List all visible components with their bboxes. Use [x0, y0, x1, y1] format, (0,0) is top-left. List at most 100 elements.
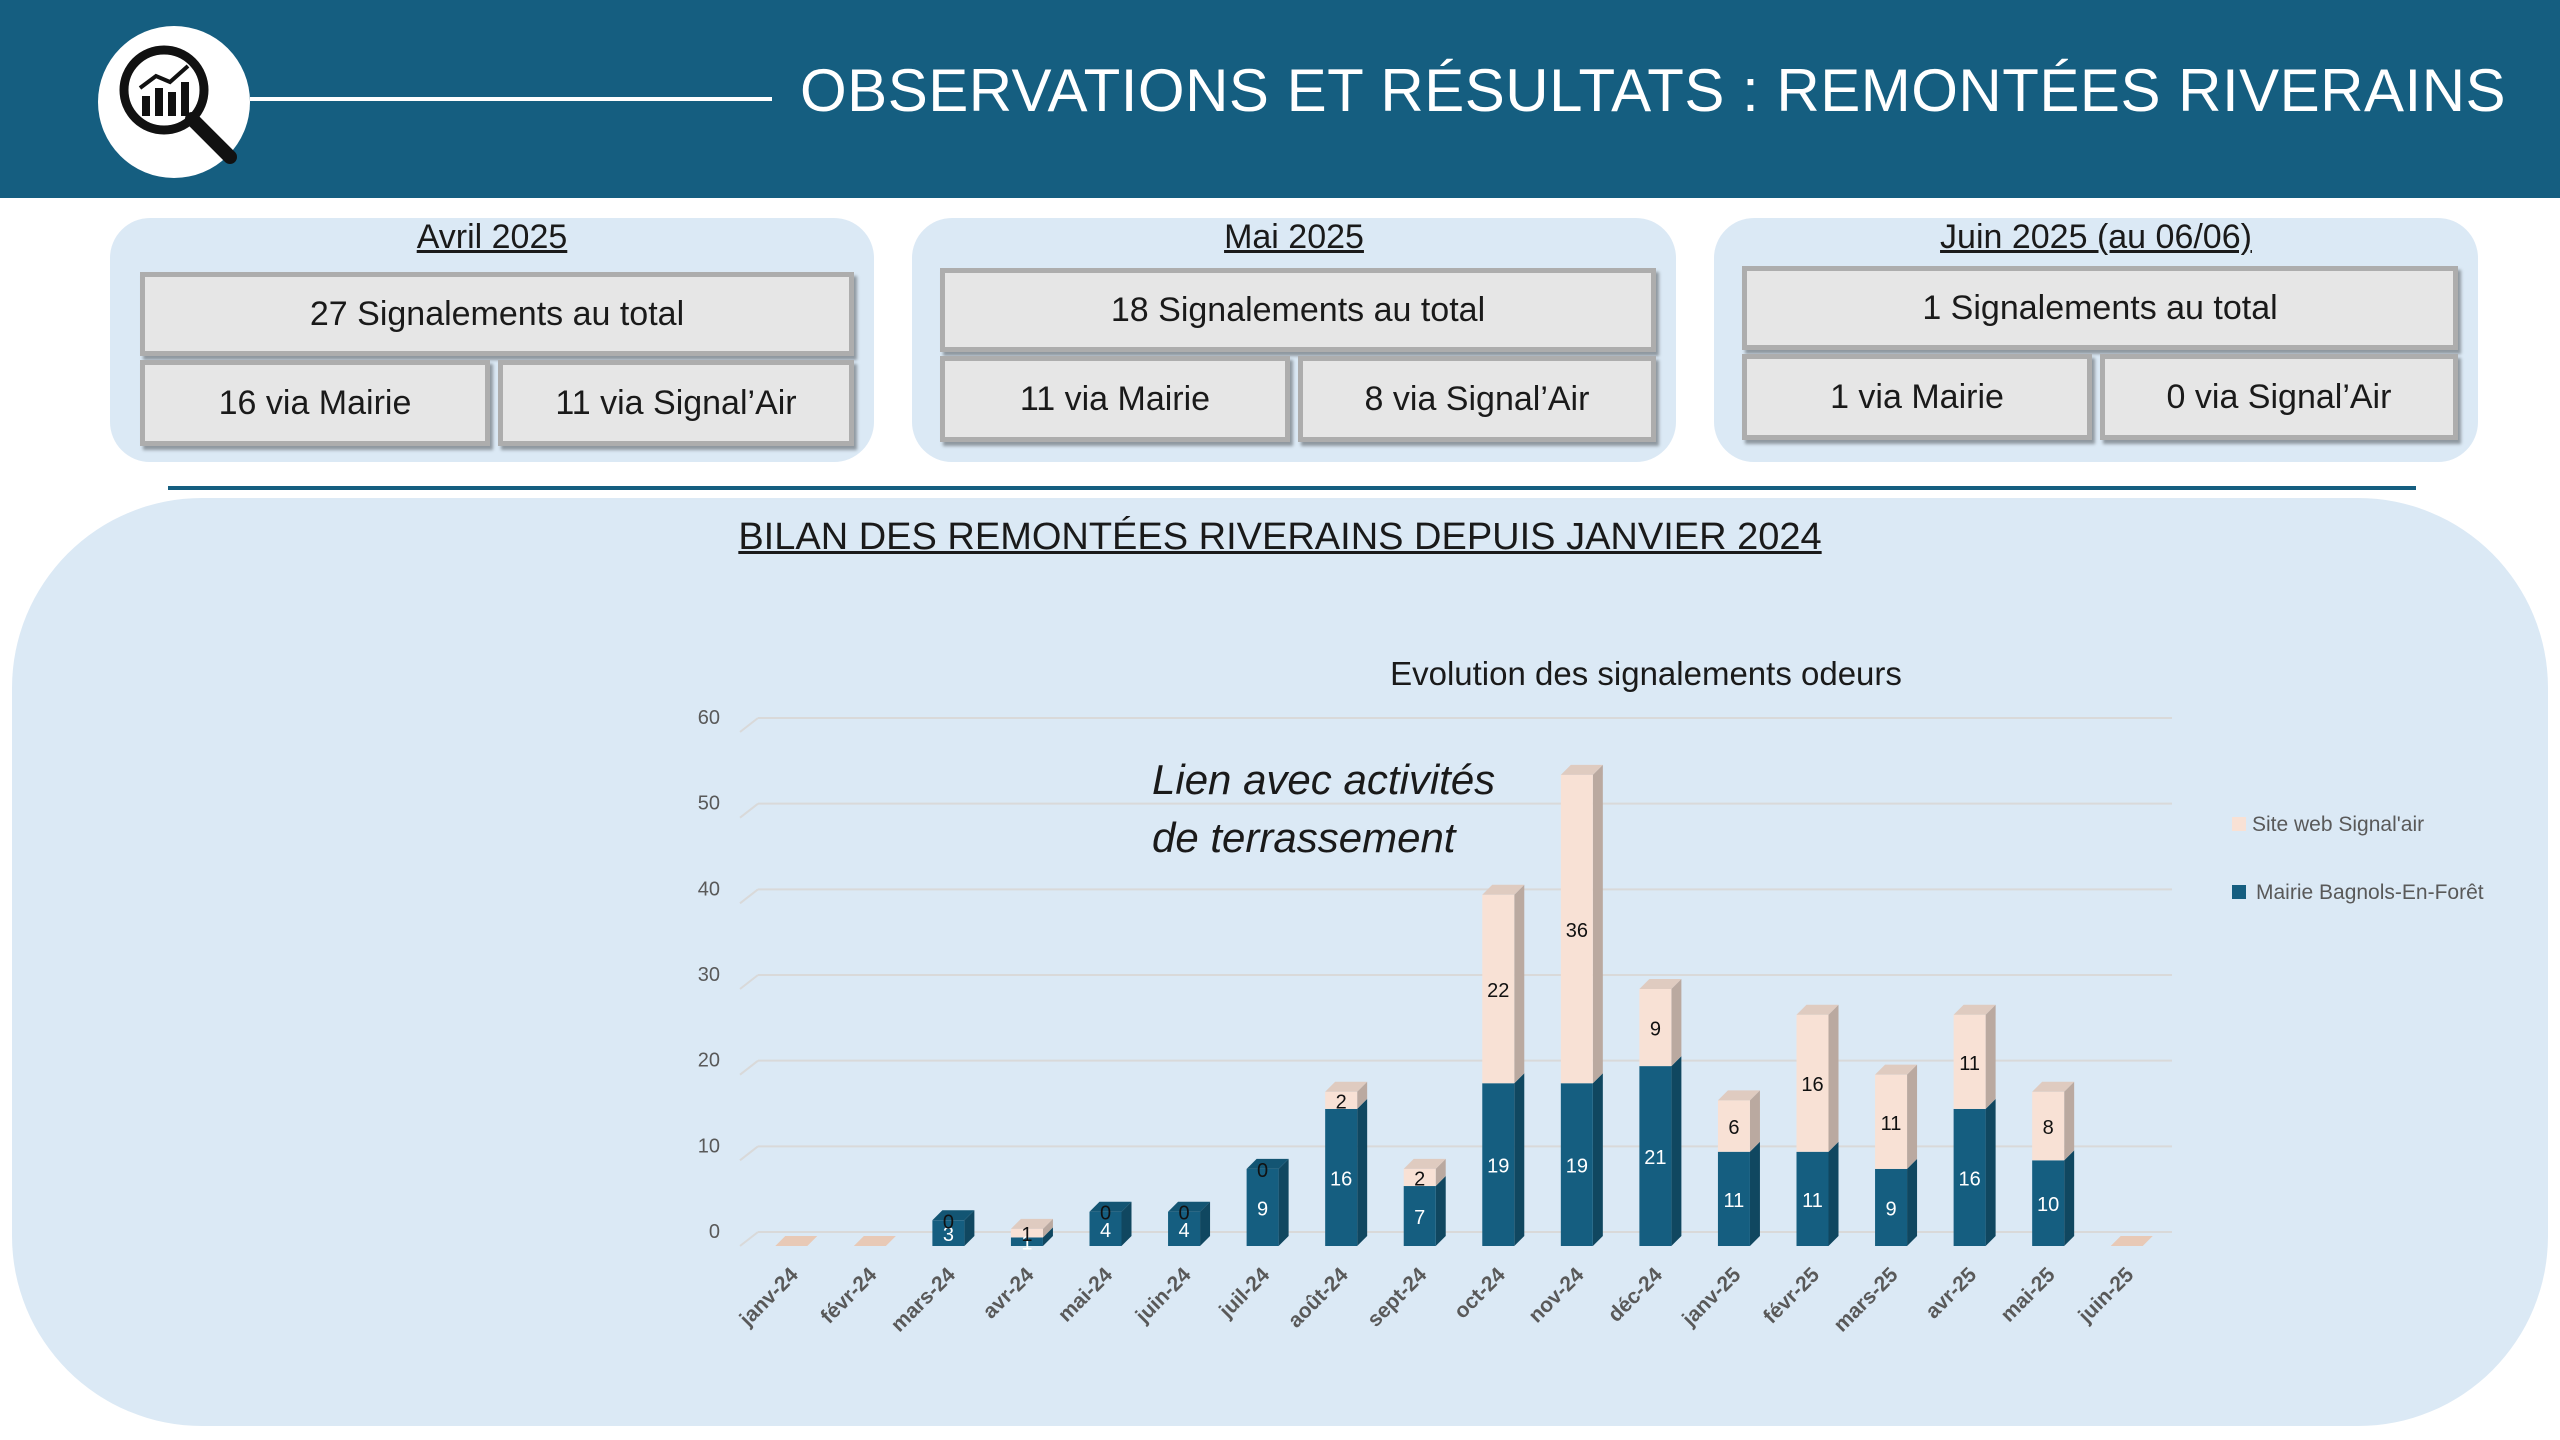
bar-side — [1357, 1081, 1368, 1109]
card-title: Juin 2025 (au 06/06) — [1940, 218, 2252, 256]
section-divider — [168, 486, 2416, 490]
mairie-box: 16 via Mairie — [140, 360, 490, 446]
bar-segment — [1482, 894, 1515, 1084]
gridline-depth — [739, 802, 759, 819]
bar-side — [1042, 1227, 1053, 1246]
bar-segment — [1796, 1014, 1829, 1152]
bar-side — [1435, 1176, 1446, 1246]
bar-segment — [1403, 1168, 1436, 1187]
bar-top — [1796, 1004, 1839, 1015]
total-box: 1 Signalements au total — [1742, 266, 2458, 350]
x-tick-label: janv-24 — [735, 1263, 803, 1331]
x-tick-label: mars-24 — [887, 1263, 960, 1336]
legend-label: Mairie Bagnols-En-Forêt — [2256, 881, 2484, 904]
bar-side — [1592, 764, 1603, 1084]
header-banner: OBSERVATIONS ET RÉSULTATS : REMONTÉES RI… — [0, 0, 2560, 198]
bar-top — [2110, 1236, 2153, 1246]
card-title: Mai 2025 — [1224, 218, 1364, 256]
mairie-box: 1 via Mairie — [1742, 354, 2092, 440]
y-tick-label: 60 — [698, 707, 720, 729]
x-tick-label: nov-24 — [1524, 1263, 1588, 1327]
x-tick-label: mai-25 — [1996, 1263, 2060, 1327]
data-label: 11 — [1802, 1190, 1823, 1212]
data-label: 4 — [1100, 1220, 1111, 1242]
data-label: 8 — [2043, 1117, 2054, 1139]
x-tick-label: mars-25 — [1829, 1263, 1902, 1336]
data-label: 2 — [1414, 1168, 1425, 1190]
x-tick-label: juin-24 — [1131, 1263, 1196, 1328]
x-tick-label: juin-25 — [2073, 1263, 2138, 1328]
bar-side — [964, 1210, 975, 1246]
legend-swatch — [2232, 817, 2246, 831]
bar-segment — [1010, 1237, 1043, 1246]
x-tick-label: janv-25 — [1677, 1263, 1745, 1331]
card-title: Avril 2025 — [416, 218, 568, 256]
x-tick-label: avr-25 — [1921, 1263, 1981, 1323]
bar-segment — [1875, 1168, 1908, 1246]
bar-side — [1592, 1073, 1603, 1246]
annotation-line-1: Lien avec activités — [1152, 756, 1495, 803]
data-label: 16 — [1330, 1168, 1352, 1190]
data-label: 9 — [1650, 1019, 1661, 1041]
bar-segment — [1875, 1074, 1908, 1169]
bar-side — [1514, 1073, 1525, 1246]
data-label: 19 — [1487, 1156, 1509, 1178]
chart-title: Evolution des signalements odeurs — [1390, 655, 1902, 692]
bar-top — [932, 1210, 975, 1221]
data-label: 22 — [1487, 980, 1509, 1002]
bar-segment — [1010, 1228, 1043, 1238]
legend-swatch — [2232, 885, 2246, 899]
data-label: 0 — [943, 1211, 954, 1233]
x-tick-label: août-24 — [1284, 1263, 1353, 1332]
data-label: 4 — [1178, 1220, 1189, 1242]
y-tick-label: 20 — [698, 1050, 720, 1072]
page-title: OBSERVATIONS ET RÉSULTATS : REMONTÉES RI… — [800, 57, 2507, 124]
total-box: 18 Signalements au total — [940, 268, 1656, 352]
bar-segment — [1325, 1091, 1358, 1109]
gridline-depth — [739, 1059, 759, 1076]
card-mai: Mai 2025 18 Signalements au total 11 via… — [912, 218, 1676, 462]
bar-top — [2032, 1081, 2075, 1092]
x-tick-label: oct-24 — [1450, 1263, 1510, 1323]
bar-side — [1357, 1098, 1368, 1246]
bar-segment — [2032, 1160, 2065, 1246]
bar-side — [1907, 1064, 1918, 1169]
bar-side — [1200, 1201, 1211, 1246]
legend-label: Site web Signal'air — [2252, 813, 2424, 836]
bar-side — [1278, 1158, 1289, 1246]
bar-segment — [932, 1220, 965, 1246]
annotation-line-2: de terrassement — [1152, 814, 1458, 861]
data-label: 0 — [1257, 1160, 1268, 1182]
bar-segment — [2032, 1091, 2065, 1161]
data-label: 1 — [1021, 1224, 1032, 1246]
bar-segment — [1168, 1211, 1201, 1246]
bilan-title: BILAN DES REMONTÉES RIVERAINS DEPUIS JAN… — [738, 516, 1822, 558]
signalair-box: 0 via Signal’Air — [2100, 354, 2458, 440]
x-tick-label: mai-24 — [1054, 1263, 1118, 1327]
signalair-box: 8 via Signal’Air — [1298, 356, 1656, 442]
bar-segment — [1639, 989, 1672, 1067]
data-label: 16 — [1801, 1074, 1823, 1096]
data-label: 3 — [943, 1224, 954, 1246]
gridline-depth — [739, 1231, 759, 1247]
mairie-box: 11 via Mairie — [940, 356, 1290, 442]
legend: Site web Signal'air Mairie Bagnols-En-Fo… — [2232, 813, 2484, 904]
bar-segment — [1717, 1151, 1750, 1246]
data-label: 11 — [1959, 1053, 1980, 1075]
bar-side — [1671, 979, 1682, 1067]
bar-top — [775, 1236, 818, 1246]
bar-segment — [1246, 1168, 1279, 1246]
bar-side — [1828, 1141, 1839, 1246]
bar-top — [1246, 1158, 1289, 1169]
x-tick-label: sept-24 — [1363, 1263, 1431, 1331]
data-label: 2 — [1336, 1091, 1347, 1113]
bar-top — [1325, 1081, 1368, 1092]
y-tick-label: 10 — [698, 1135, 720, 1157]
bar-side — [2064, 1150, 2075, 1246]
data-label: 11 — [1881, 1113, 1902, 1135]
bar-side — [1985, 1004, 1996, 1109]
bar-top — [1168, 1201, 1211, 1212]
y-tick-label: 30 — [698, 964, 720, 986]
data-label: 7 — [1414, 1207, 1425, 1229]
